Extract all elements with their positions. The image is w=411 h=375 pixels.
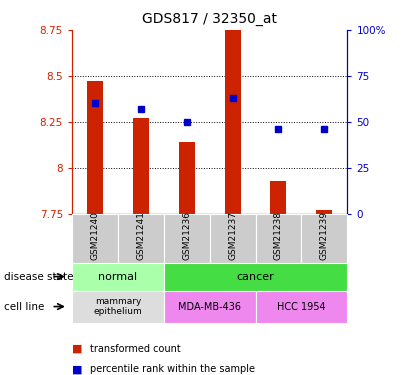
Title: GDS817 / 32350_at: GDS817 / 32350_at: [142, 12, 277, 26]
Text: GSM21239: GSM21239: [320, 211, 329, 260]
Bar: [72, 214, 118, 262]
Bar: [118, 214, 164, 262]
Bar: [301, 214, 347, 262]
Text: GSM21238: GSM21238: [274, 211, 283, 260]
Text: GSM21241: GSM21241: [136, 211, 145, 260]
Text: percentile rank within the sample: percentile rank within the sample: [90, 364, 255, 374]
Bar: [133, 118, 149, 214]
Text: ■: ■: [72, 344, 83, 354]
Bar: [179, 142, 195, 214]
Bar: [316, 210, 332, 214]
Text: ■: ■: [72, 364, 83, 374]
Bar: [224, 10, 240, 214]
Bar: [256, 214, 301, 262]
Text: GSM21240: GSM21240: [90, 211, 99, 260]
Bar: [256, 291, 347, 322]
Text: HCC 1954: HCC 1954: [277, 302, 326, 312]
Bar: [164, 262, 347, 291]
Bar: [164, 214, 210, 262]
Text: mammary
epithelium: mammary epithelium: [93, 297, 142, 316]
Text: normal: normal: [98, 272, 137, 282]
Text: MDA-MB-436: MDA-MB-436: [178, 302, 241, 312]
Bar: [87, 81, 103, 214]
Bar: [210, 214, 256, 262]
Bar: [164, 291, 256, 322]
Text: disease state: disease state: [4, 272, 74, 282]
Bar: [72, 262, 164, 291]
Text: GSM21237: GSM21237: [228, 211, 237, 260]
Bar: [270, 181, 286, 214]
Text: cell line: cell line: [4, 302, 44, 312]
Text: cancer: cancer: [237, 272, 275, 282]
Bar: [72, 291, 164, 322]
Text: transformed count: transformed count: [90, 344, 181, 354]
Text: GSM21236: GSM21236: [182, 211, 191, 260]
